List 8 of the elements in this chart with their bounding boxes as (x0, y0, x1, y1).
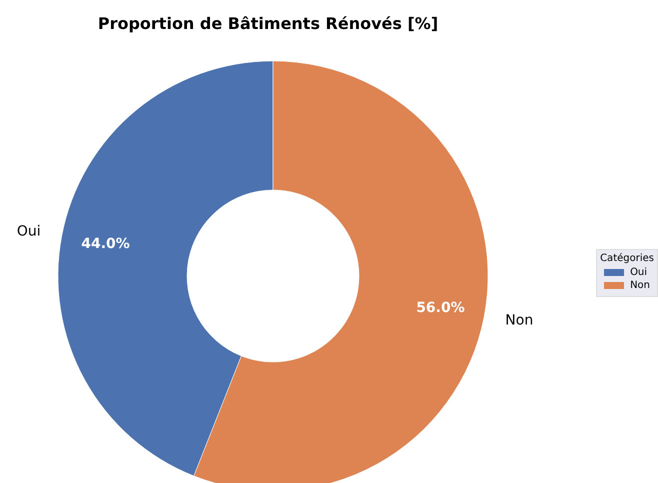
legend-label: Non (630, 280, 650, 291)
legend-title: Catégories (600, 253, 654, 264)
slice-label: Non (505, 312, 534, 328)
legend-label: Oui (630, 267, 648, 278)
slice-label: Oui (16, 224, 41, 240)
chart-title: Proportion de Bâtiments Rénovés [%] (96, 14, 440, 33)
data-label: 44.0% (81, 236, 130, 252)
data-label: 56.0% (416, 300, 465, 316)
